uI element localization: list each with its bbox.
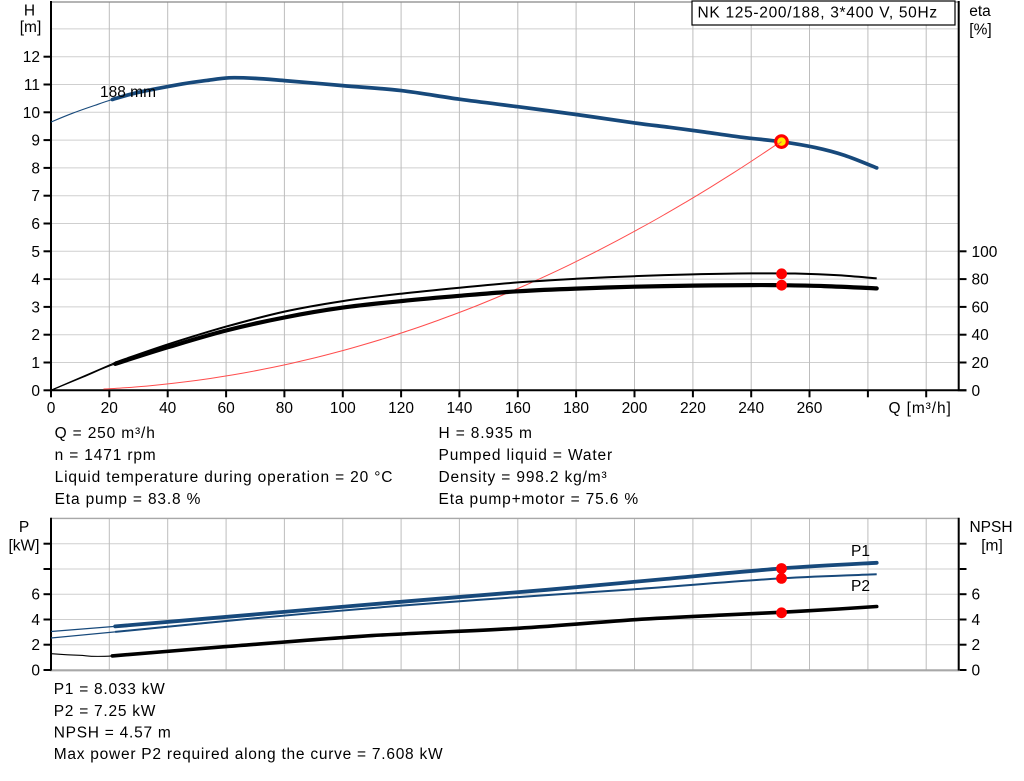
- svg-text:80: 80: [276, 400, 294, 417]
- svg-text:0: 0: [31, 663, 40, 680]
- svg-text:Q [m³/h]: Q [m³/h]: [889, 400, 952, 417]
- svg-text:Density = 998.2 kg/m³: Density = 998.2 kg/m³: [439, 469, 608, 486]
- svg-text:Liquid temperature during oper: Liquid temperature during operation = 20…: [55, 469, 394, 486]
- svg-text:[%]: [%]: [969, 22, 991, 39]
- svg-text:0: 0: [47, 400, 56, 417]
- svg-text:n = 1471 rpm: n = 1471 rpm: [55, 447, 157, 464]
- svg-text:NK 125-200/188, 3*400 V, 50Hz: NK 125-200/188, 3*400 V, 50Hz: [698, 5, 938, 22]
- svg-text:NPSH: NPSH: [969, 519, 1012, 536]
- svg-text:P1 = 8.033 kW: P1 = 8.033 kW: [54, 681, 166, 698]
- svg-text:NPSH = 4.57 m: NPSH = 4.57 m: [54, 724, 172, 741]
- svg-text:2: 2: [31, 637, 40, 654]
- svg-text:188 mm: 188 mm: [100, 84, 156, 101]
- svg-text:12: 12: [23, 49, 40, 66]
- svg-text:0: 0: [31, 383, 40, 400]
- svg-text:[m]: [m]: [981, 538, 1003, 555]
- svg-text:5: 5: [31, 244, 40, 261]
- svg-text:7: 7: [31, 188, 40, 205]
- svg-text:20: 20: [972, 355, 990, 372]
- svg-text:H: H: [24, 3, 35, 20]
- svg-text:4: 4: [31, 272, 40, 289]
- svg-text:0: 0: [972, 663, 981, 680]
- svg-text:[m]: [m]: [20, 19, 42, 36]
- svg-text:6: 6: [972, 587, 981, 604]
- svg-text:11: 11: [24, 77, 40, 94]
- svg-text:80: 80: [972, 272, 990, 289]
- svg-text:1: 1: [31, 355, 40, 372]
- svg-text:P2 = 7.25 kW: P2 = 7.25 kW: [54, 703, 156, 720]
- svg-text:100: 100: [330, 400, 356, 417]
- svg-text:2: 2: [31, 327, 40, 344]
- svg-text:3: 3: [31, 299, 40, 316]
- svg-text:140: 140: [446, 400, 472, 417]
- svg-text:2: 2: [972, 637, 981, 654]
- svg-text:8: 8: [31, 160, 40, 177]
- svg-text:P2: P2: [851, 578, 870, 595]
- svg-text:60: 60: [972, 299, 990, 316]
- svg-text:Eta pump+motor = 75.6 %: Eta pump+motor = 75.6 %: [439, 491, 640, 508]
- svg-text:P1: P1: [851, 543, 870, 560]
- svg-text:Q = 250 m³/h: Q = 250 m³/h: [55, 425, 156, 442]
- svg-text:20: 20: [101, 400, 119, 417]
- svg-text:10: 10: [23, 105, 41, 122]
- svg-text:eta: eta: [969, 3, 991, 20]
- svg-text:160: 160: [505, 400, 531, 417]
- svg-text:0: 0: [972, 383, 981, 400]
- svg-text:260: 260: [797, 400, 823, 417]
- svg-text:4: 4: [31, 612, 40, 629]
- svg-text:120: 120: [388, 400, 414, 417]
- svg-text:H = 8.935 m: H = 8.935 m: [439, 425, 533, 442]
- svg-text:240: 240: [738, 400, 764, 417]
- svg-text:180: 180: [563, 400, 589, 417]
- svg-text:40: 40: [159, 400, 177, 417]
- svg-text:40: 40: [972, 327, 990, 344]
- svg-text:9: 9: [31, 133, 40, 150]
- svg-text:6: 6: [31, 587, 40, 604]
- svg-text:P: P: [19, 519, 29, 536]
- svg-text:6: 6: [31, 216, 40, 233]
- svg-text:Max power P2 required along th: Max power P2 required along the curve = …: [54, 746, 444, 763]
- svg-text:Pumped liquid = Water: Pumped liquid = Water: [439, 447, 614, 464]
- svg-text:Eta pump = 83.8 %: Eta pump = 83.8 %: [55, 491, 202, 508]
- svg-text:200: 200: [622, 400, 648, 417]
- svg-text:60: 60: [217, 400, 235, 417]
- svg-text:[kW]: [kW]: [9, 538, 40, 555]
- svg-text:4: 4: [972, 612, 981, 629]
- svg-text:220: 220: [680, 400, 706, 417]
- svg-text:100: 100: [972, 244, 998, 261]
